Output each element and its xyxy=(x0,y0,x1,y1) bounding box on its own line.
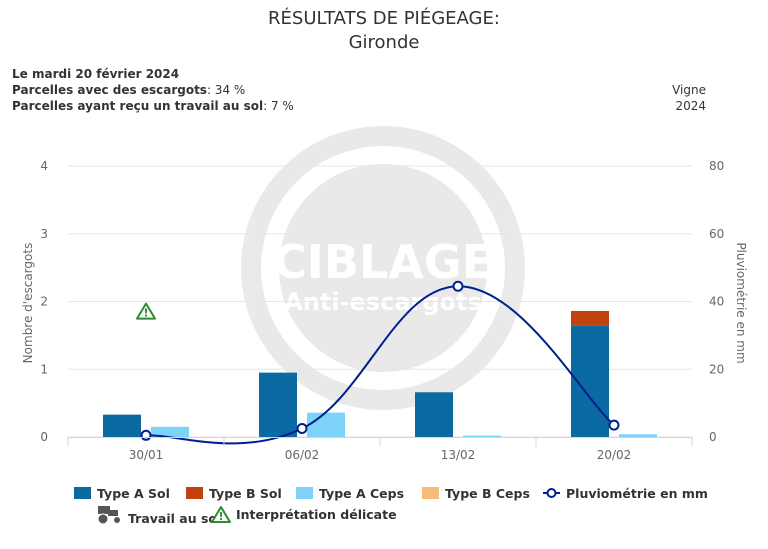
bar xyxy=(463,435,501,437)
bar xyxy=(259,372,297,437)
x-tick-label: 13/02 xyxy=(441,448,476,462)
bar xyxy=(151,426,189,437)
year-label: 2024 xyxy=(675,99,706,113)
bar xyxy=(415,392,453,437)
legend: Type A Sol Type B Sol Type A Ceps Type B Ce… xyxy=(74,486,708,526)
legend-swatch xyxy=(74,487,91,499)
bars xyxy=(103,310,657,437)
triangle-outline xyxy=(136,302,156,320)
legend-warning-label: Interprétation délicate xyxy=(236,507,397,522)
y2-tick-label: 60 xyxy=(709,227,724,241)
triangle-mark: ! xyxy=(218,510,223,523)
legend-work-label: Travail au sol xyxy=(128,511,221,526)
rain-line-path xyxy=(145,285,615,445)
y-axis-right: 0 20 40 60 80 xyxy=(709,159,724,444)
tractor-wheel xyxy=(97,513,109,525)
triangle-outline xyxy=(211,506,231,523)
x-axis: 30/01 06/02 13/02 20/02 xyxy=(67,437,693,462)
tractor-wheel xyxy=(113,516,121,524)
chart-subtitle: Gironde xyxy=(348,32,420,53)
date-line: Le mardi 20 février 2024 xyxy=(12,67,180,81)
legend-swatch xyxy=(186,487,203,499)
legend-label: Type B Ceps xyxy=(445,486,530,501)
x-tick-label: 20/02 xyxy=(597,448,632,462)
y-axis-label: Nombre d'escargots xyxy=(21,243,35,364)
y2-tick-label: 40 xyxy=(709,295,724,309)
snails-line: Parcelles avec des escargots: 34 % xyxy=(12,83,246,97)
annotations: ! xyxy=(136,302,156,320)
y2-tick-label: 20 xyxy=(709,362,724,376)
y-tick-label: 0 xyxy=(40,430,48,444)
tractor-hood xyxy=(108,510,118,516)
crop-label: Vigne xyxy=(672,83,706,97)
tractor-icon xyxy=(97,506,121,525)
watermark-line1: CIBLAGE xyxy=(273,235,493,289)
rain-point xyxy=(140,429,152,441)
legend-label: Type B Sol xyxy=(209,486,282,501)
bar xyxy=(103,414,141,437)
chart-title: RÉSULTATS DE PIÉGEAGE: xyxy=(268,8,500,29)
rain-point xyxy=(296,423,308,435)
y2-axis-label: Pluviométrie en mm xyxy=(734,242,748,363)
legend-swatch xyxy=(296,487,313,499)
rain-point xyxy=(608,419,620,431)
legend-label: Type A Sol xyxy=(97,486,170,501)
x-tick-label: 30/01 xyxy=(129,448,164,462)
y-tick-label: 3 xyxy=(40,227,48,241)
y2-tick-label: 0 xyxy=(709,430,717,444)
legend-label: Pluviométrie en mm xyxy=(566,486,708,501)
work-line: Parcelles ayant reçu un travail au sol: … xyxy=(12,99,294,113)
y-axis-left: 0 1 2 3 4 xyxy=(40,159,48,444)
tractor-body xyxy=(98,506,110,514)
rain-point xyxy=(452,280,464,292)
legend-warning-icon: ! xyxy=(211,506,231,523)
bar xyxy=(571,310,609,326)
y-tick-label: 1 xyxy=(40,362,48,376)
warning-icon: ! xyxy=(136,302,156,320)
legend-swatch xyxy=(422,487,439,499)
watermark: CIBLAGE Anti-escargots xyxy=(241,126,525,410)
bar xyxy=(619,434,657,437)
legend-label: Type A Ceps xyxy=(319,486,404,501)
legend-marker xyxy=(546,488,557,498)
bar xyxy=(307,412,345,437)
triangle-mark: ! xyxy=(143,307,148,320)
x-tick-label: 06/02 xyxy=(285,448,320,462)
y-tick-label: 4 xyxy=(40,159,48,173)
y2-tick-label: 80 xyxy=(709,159,724,173)
y-tick-label: 2 xyxy=(40,295,48,309)
